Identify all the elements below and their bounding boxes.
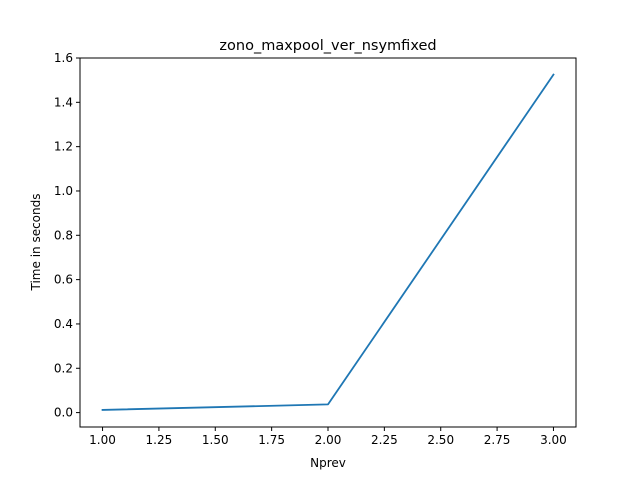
chart-title: zono_maxpool_ver_nsymfixed xyxy=(219,38,436,54)
y-tick-label: 1.6 xyxy=(54,51,73,65)
y-tick-label: 0.6 xyxy=(54,273,73,287)
x-tick-label: 2.75 xyxy=(484,433,511,447)
y-axis-label: Time in seconds xyxy=(29,194,43,292)
y-tick-label: 1.0 xyxy=(54,184,73,198)
y-tick-label: 0.2 xyxy=(54,361,73,375)
x-tick-label: 1.00 xyxy=(89,433,116,447)
y-tick-label: 0.0 xyxy=(54,406,73,420)
x-tick-label: 3.00 xyxy=(540,433,567,447)
plot-frame xyxy=(79,57,577,428)
x-tick-label: 1.75 xyxy=(258,433,285,447)
y-tick-label: 1.4 xyxy=(54,95,73,109)
y-tick-label: 1.2 xyxy=(54,140,73,154)
x-tick-label: 1.50 xyxy=(202,433,229,447)
x-axis: 1.00 1.25 1.50 1.75 2.00 2.25 2.50 2.75 3.00 xyxy=(89,427,567,447)
x-tick-label: 2.00 xyxy=(315,433,342,447)
x-tick-label: 2.50 xyxy=(427,433,454,447)
y-axis: 0.0 0.2 0.4 0.6 0.8 1.0 1.2 1.4 1.6 xyxy=(54,51,80,420)
series-line xyxy=(101,73,555,411)
x-tick-label: 2.25 xyxy=(371,433,398,447)
x-axis-label: Nprev xyxy=(310,456,346,470)
x-tick-label: 1.25 xyxy=(146,433,173,447)
plot-area xyxy=(101,73,555,411)
y-tick-label: 0.4 xyxy=(54,317,73,331)
y-tick-label: 0.8 xyxy=(54,228,73,242)
